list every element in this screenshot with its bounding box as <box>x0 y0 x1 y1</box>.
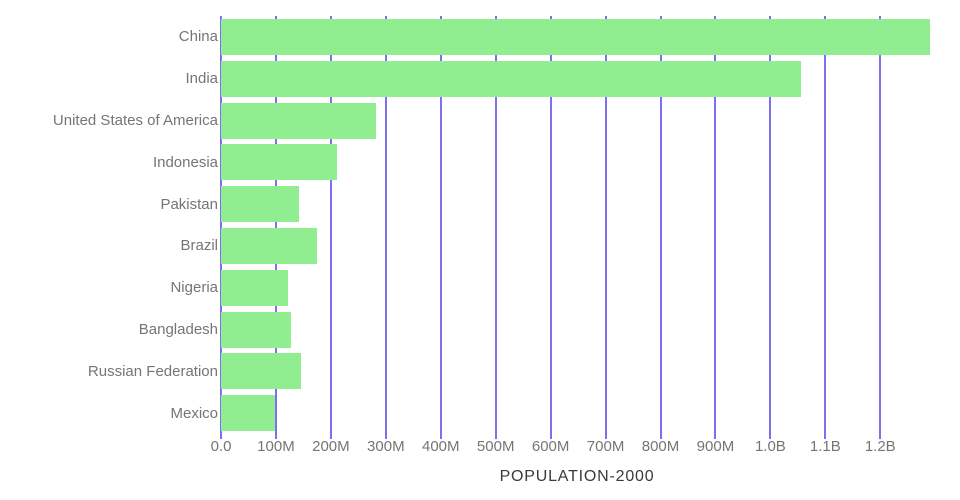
x-tick-label: 600M <box>531 438 570 455</box>
bar-brazil <box>221 227 318 264</box>
bar-china <box>221 18 931 55</box>
category-label: Indonesia <box>152 153 218 171</box>
bar-nigeria <box>221 269 289 306</box>
x-tick-label: 300M <box>367 438 405 455</box>
category-label: Bangladesh <box>138 320 218 338</box>
gridline <box>824 16 827 439</box>
plot-area <box>220 16 933 439</box>
gridline <box>384 16 387 439</box>
gridline <box>329 16 332 439</box>
gridline <box>714 16 717 439</box>
gridline <box>220 16 222 439</box>
category-label: India <box>185 70 218 88</box>
bar-india <box>221 60 802 97</box>
x-tick-label: 1.1B <box>809 438 841 455</box>
x-tick-label: 800M <box>641 438 680 455</box>
x-tick-label: 500M <box>476 438 515 455</box>
bar-bangladesh <box>221 311 292 348</box>
chart-title: POPULATION-2000 <box>499 468 655 485</box>
x-tick-label: 100M <box>257 438 295 455</box>
gridline <box>549 16 552 439</box>
gridline <box>439 16 442 439</box>
category-label: Brazil <box>180 237 218 255</box>
x-tick-label: 1.0B <box>754 438 786 455</box>
x-tick-label: 400M <box>421 438 460 455</box>
x-tick-label: 0.0 <box>210 438 232 455</box>
bar-indonesia <box>221 144 338 181</box>
bar-united-states-of-america <box>221 102 376 139</box>
category-label: Pakistan <box>160 195 218 213</box>
bar-mexico <box>221 395 276 432</box>
x-tick-label: 900M <box>696 438 735 455</box>
gridline <box>659 16 662 439</box>
gridline <box>604 16 607 439</box>
x-tick-label: 700M <box>586 438 625 455</box>
category-label: Mexico <box>170 404 218 422</box>
x-tick-label: 200M <box>312 438 350 455</box>
y-axis-labels: China India United States of America Indone… <box>0 16 218 434</box>
gridline <box>274 16 277 439</box>
category-label: China <box>178 28 218 46</box>
category-label: Russian Federation <box>87 362 218 380</box>
gridline <box>879 16 882 439</box>
gridline <box>769 16 772 439</box>
gridline <box>494 16 497 439</box>
bar-pakistan <box>221 186 300 223</box>
x-tick-label: 1.2B <box>864 438 896 455</box>
category-label: Nigeria <box>170 279 218 297</box>
category-label: United States of America <box>52 111 218 129</box>
bar-russian-federation <box>221 353 302 390</box>
